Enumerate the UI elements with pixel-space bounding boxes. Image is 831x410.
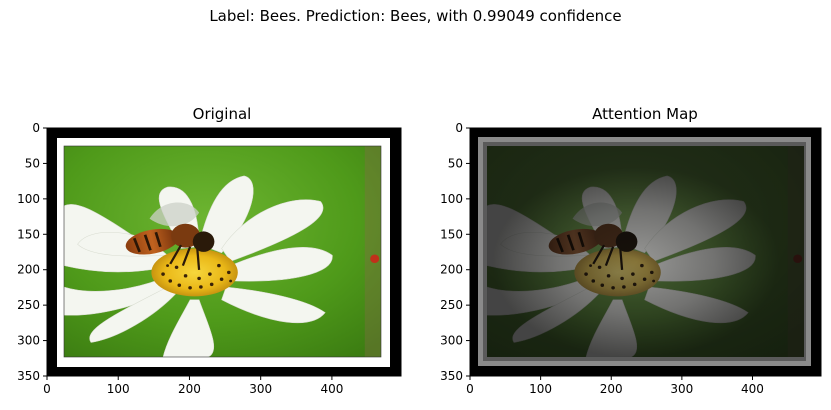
x-tick-label: 300 <box>670 382 693 396</box>
figure-suptitle: Label: Bees. Prediction: Bees, with 0.99… <box>209 7 622 25</box>
y-tick-label: 100 <box>17 192 40 206</box>
y-tick-label: 150 <box>17 227 40 241</box>
y-tick-label: 0 <box>455 121 463 135</box>
x-tick-label: 400 <box>320 382 343 396</box>
y-tick-label: 300 <box>440 334 463 348</box>
y-tick-label: 200 <box>17 263 40 277</box>
axis-ticks-attention: 0 100 200 300 400 0 50 100 150 200 250 300 350 <box>440 121 764 396</box>
panel-attention <box>469 127 822 377</box>
x-tick-label: 200 <box>600 382 623 396</box>
x-tick-label: 100 <box>107 382 130 396</box>
y-tick-label: 250 <box>17 298 40 312</box>
y-tick-label: 0 <box>32 121 40 135</box>
x-tick-label: 100 <box>529 382 552 396</box>
x-tick-label: 0 <box>466 382 474 396</box>
y-tick-label: 250 <box>440 298 463 312</box>
bee-flower-photo <box>64 146 381 357</box>
y-tick-label: 100 <box>440 192 463 206</box>
y-tick-label: 50 <box>448 156 463 170</box>
x-tick-label: 0 <box>43 382 51 396</box>
y-tick-label: 200 <box>440 263 463 277</box>
y-tick-label: 50 <box>25 156 40 170</box>
panel-title-attention: Attention Map <box>592 105 698 123</box>
y-tick-label: 150 <box>440 227 463 241</box>
axis-ticks-original: 0 100 200 300 400 0 50 100 150 200 250 300 350 <box>17 121 343 396</box>
y-tick-label: 300 <box>17 334 40 348</box>
y-tick-label: 350 <box>17 369 40 383</box>
y-tick-label: 350 <box>440 369 463 383</box>
x-tick-label: 400 <box>741 382 764 396</box>
attention-photo <box>487 146 804 357</box>
x-tick-label: 300 <box>249 382 272 396</box>
x-tick-label: 200 <box>178 382 201 396</box>
panel-original <box>46 127 402 377</box>
panel-title-original: Original <box>192 105 252 123</box>
